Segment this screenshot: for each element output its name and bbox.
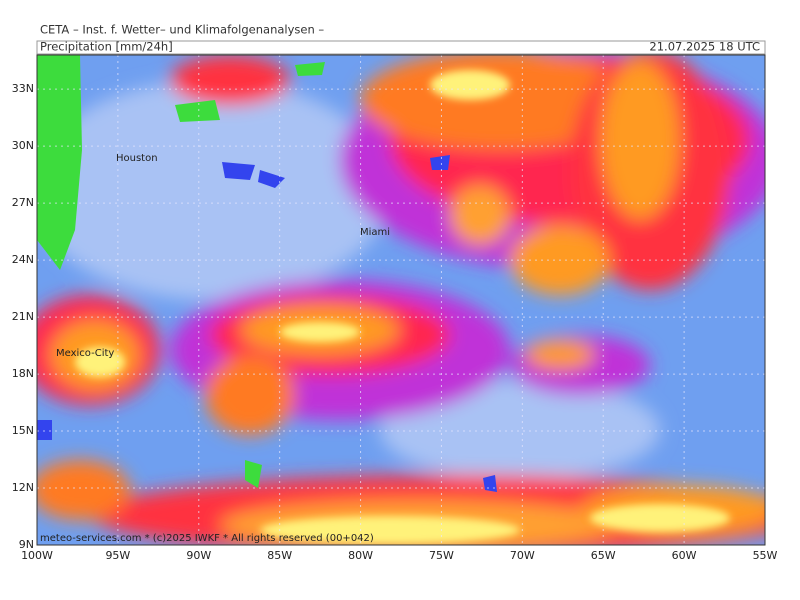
lon-tick-label: 70W — [510, 549, 535, 562]
precip-field — [37, 55, 765, 545]
lon-tick-label: 60W — [672, 549, 697, 562]
map-frame — [36, 54, 766, 546]
lon-tick-label: 95W — [105, 549, 130, 562]
lat-tick-label: 15N — [12, 424, 34, 437]
city-label: Houston — [116, 153, 158, 164]
valid-time: 21.07.2025 18 UTC — [649, 40, 760, 54]
lon-tick-label: 100W — [21, 549, 53, 562]
lat-tick-label: 33N — [12, 82, 34, 95]
lon-tick-label: 90W — [186, 549, 211, 562]
lat-tick-label: 9N — [19, 538, 34, 551]
title: CETA – Inst. f. Wetter– und Klimafolgena… — [40, 23, 324, 37]
product-label: Precipitation [mm/24h] — [40, 40, 173, 54]
lon-tick-label: 80W — [348, 549, 373, 562]
lat-tick-label: 12N — [12, 481, 34, 494]
lon-tick-label: 65W — [591, 549, 616, 562]
lat-tick-label: 18N — [12, 367, 34, 380]
city-label: Mexico-City — [56, 348, 114, 359]
lon-tick-label: 85W — [267, 549, 292, 562]
city-label: Miami — [360, 227, 390, 238]
lat-tick-label: 24N — [12, 253, 34, 266]
lat-tick-label: 30N — [12, 139, 34, 152]
credit: meteo-services.com * (c)2025 IWKF * All … — [40, 533, 374, 544]
lon-tick-label: 55W — [753, 549, 778, 562]
lon-tick-label: 75W — [429, 549, 454, 562]
lat-tick-label: 27N — [12, 196, 34, 209]
lat-tick-label: 21N — [12, 310, 34, 323]
header-bar — [36, 40, 766, 55]
